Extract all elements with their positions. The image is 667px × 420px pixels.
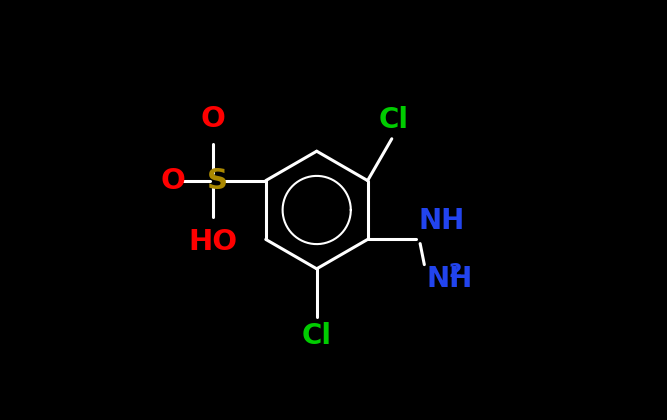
Text: NH: NH bbox=[426, 265, 473, 293]
Text: NH: NH bbox=[418, 207, 464, 234]
Text: S: S bbox=[207, 167, 228, 194]
Text: 2: 2 bbox=[448, 262, 462, 281]
Text: Cl: Cl bbox=[379, 106, 409, 134]
Text: O: O bbox=[161, 167, 186, 194]
Text: HO: HO bbox=[189, 228, 238, 256]
Text: O: O bbox=[201, 105, 225, 133]
Text: Cl: Cl bbox=[301, 322, 331, 350]
